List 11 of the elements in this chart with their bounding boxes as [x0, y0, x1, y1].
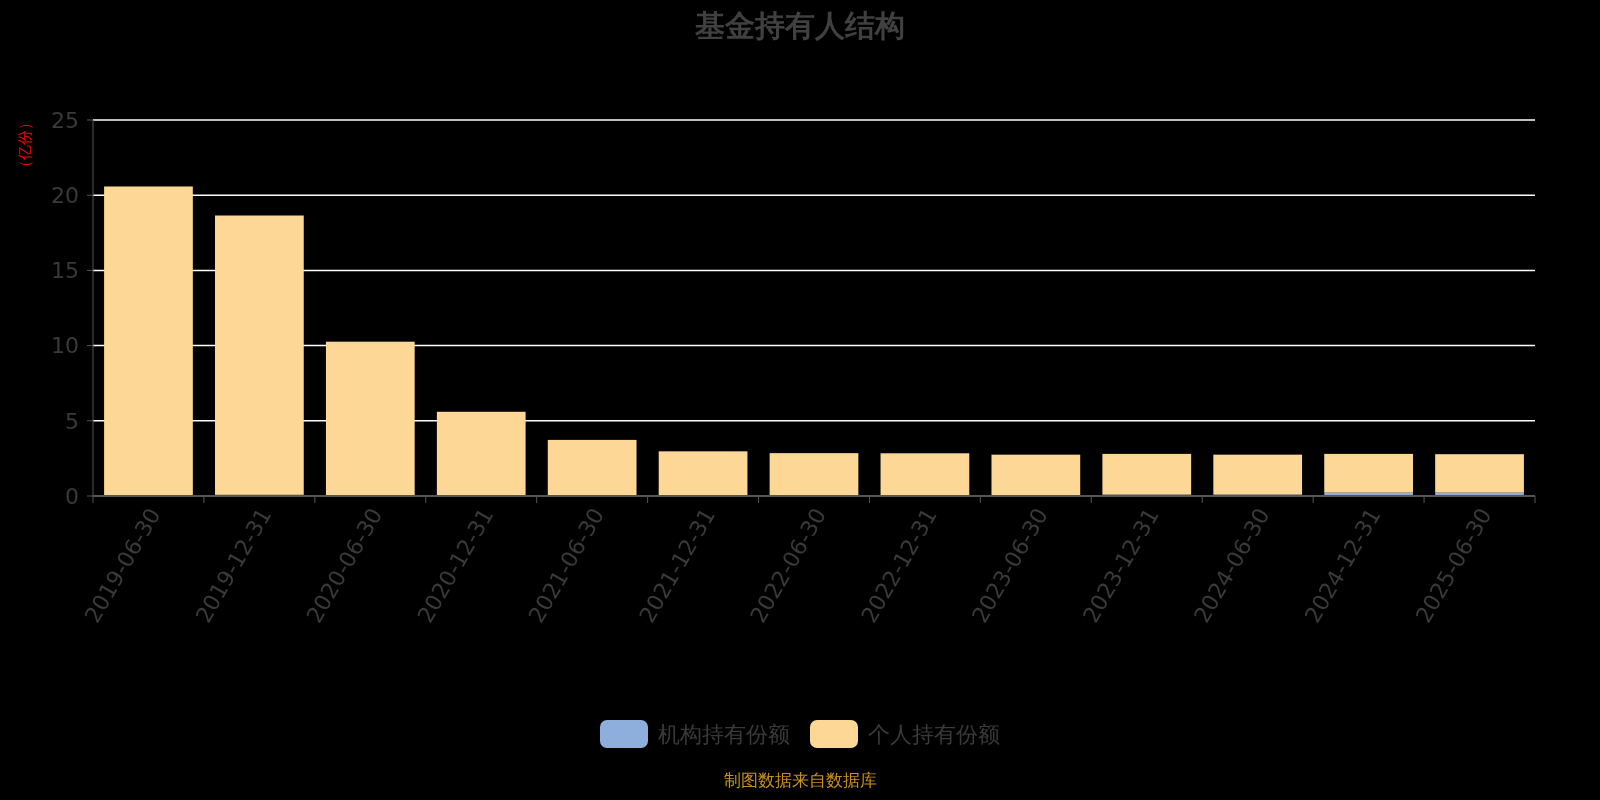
- y-tick-label: 15: [51, 258, 79, 284]
- y-axis-title: （亿份）: [16, 115, 34, 175]
- y-tick-label: 20: [51, 182, 79, 208]
- legend-label: 个人持有份额: [868, 721, 1000, 747]
- text: 制图数据来自数据库: [723, 770, 877, 790]
- y-tick-label: 5: [65, 408, 79, 434]
- chart-title: 基金持有人结构: [694, 8, 905, 43]
- legend-label: 机构持有份额: [658, 721, 790, 747]
- y-tick-label: 25: [51, 107, 79, 133]
- y-tick-label: 0: [65, 483, 79, 509]
- y-tick-label: 10: [51, 333, 79, 359]
